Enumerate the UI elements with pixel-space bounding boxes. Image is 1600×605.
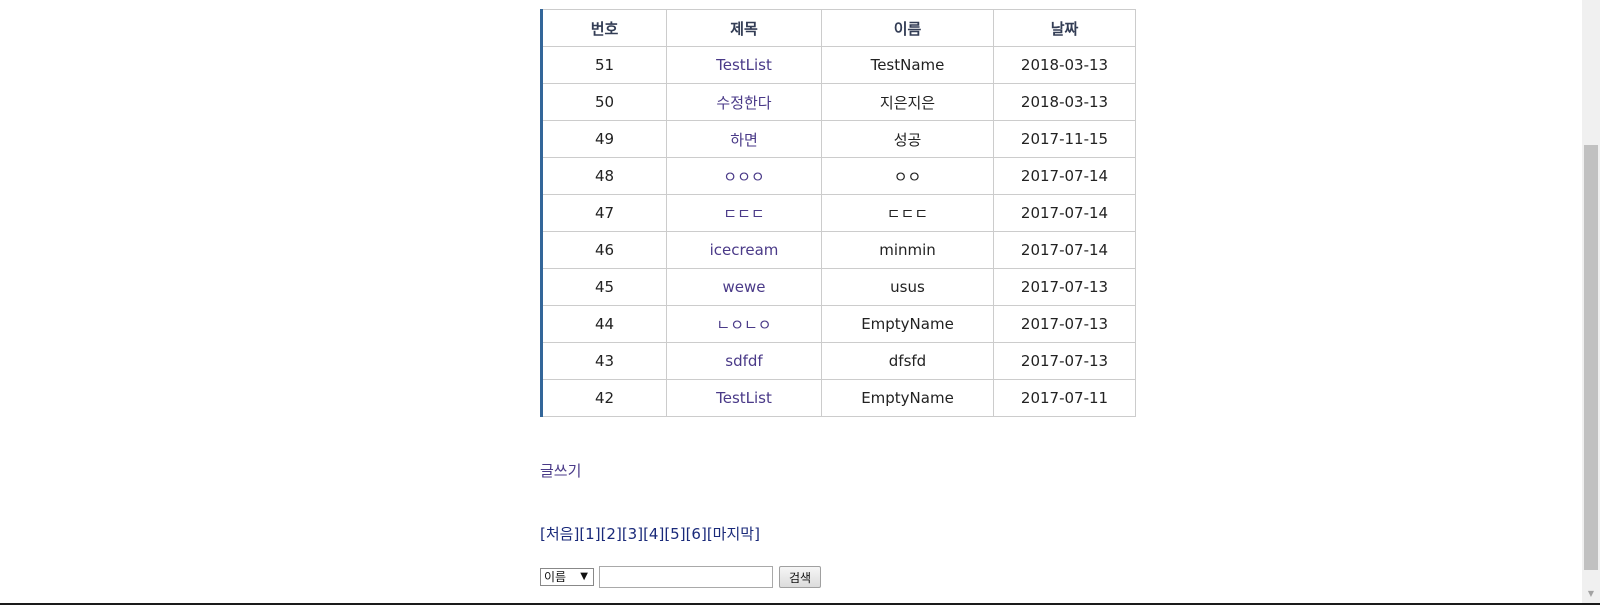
search-form: 이름 ▼ 검색 (540, 565, 821, 589)
post-title-link[interactable]: sdfdf (725, 352, 763, 370)
cell-name: EmptyName (821, 305, 994, 343)
cell-no: 51 (541, 46, 667, 84)
cell-name: 성공 (821, 120, 994, 158)
post-title-link[interactable]: TestList (716, 389, 772, 407)
cell-no: 46 (541, 231, 667, 269)
pager-page-6[interactable]: [6] (685, 525, 707, 543)
table-row: 45 wewe usus 2017-07-13 (541, 268, 1136, 306)
post-title-link[interactable]: ㄷㄷㄷ (723, 204, 765, 223)
table-row: 42 TestList EmptyName 2017-07-11 (541, 379, 1136, 417)
header-date: 날짜 (993, 9, 1136, 47)
post-title-link[interactable]: ㅇㅇㅇ (723, 167, 765, 186)
table-row: 47 ㄷㄷㄷ ㄷㄷㄷ 2017-07-14 (541, 194, 1136, 232)
table-row: 50 수정한다 지은지은 2018-03-13 (541, 83, 1136, 121)
dropdown-arrow-icon: ▼ (580, 571, 588, 582)
cell-no: 48 (541, 157, 667, 195)
cell-date: 2017-07-13 (993, 268, 1136, 306)
scrollbar-thumb[interactable] (1584, 145, 1598, 570)
cell-no: 45 (541, 268, 667, 306)
cell-no: 42 (541, 379, 667, 417)
cell-name: dfsfd (821, 342, 994, 380)
table-row: 49 하면 성공 2017-11-15 (541, 120, 1136, 158)
pager-page-4[interactable]: [4] (643, 525, 665, 543)
post-title-link[interactable]: ㄴㅇㄴㅇ (716, 315, 772, 334)
write-post-link[interactable]: 글쓰기 (540, 462, 582, 480)
cell-name: ㅇㅇ (821, 157, 994, 195)
cell-no: 50 (541, 83, 667, 121)
cell-no: 43 (541, 342, 667, 380)
cell-date: 2017-07-13 (993, 305, 1136, 343)
table-row: 51 TestList TestName 2018-03-13 (541, 46, 1136, 84)
cell-date: 2017-07-13 (993, 342, 1136, 380)
vertical-scrollbar[interactable]: ▼ (1582, 0, 1600, 603)
search-button[interactable]: 검색 (779, 566, 821, 588)
cell-date: 2017-07-11 (993, 379, 1136, 417)
post-title-link[interactable]: TestList (716, 56, 772, 74)
bottom-edge (0, 603, 1600, 605)
post-title-link[interactable]: 수정한다 (716, 93, 772, 112)
cell-date: 2017-07-14 (993, 194, 1136, 232)
header-name: 이름 (821, 9, 994, 47)
cell-no: 47 (541, 194, 667, 232)
cell-date: 2017-07-14 (993, 157, 1136, 195)
search-field-select[interactable]: 이름 ▼ (540, 568, 594, 586)
cell-name: minmin (821, 231, 994, 269)
search-field-selected: 이름 (544, 570, 567, 584)
pager-page-5[interactable]: [5] (664, 525, 686, 543)
cell-date: 2017-07-14 (993, 231, 1136, 269)
cell-no: 49 (541, 120, 667, 158)
cell-date: 2018-03-13 (993, 46, 1136, 84)
table-row: 44 ㄴㅇㄴㅇ EmptyName 2017-07-13 (541, 305, 1136, 343)
header-no: 번호 (541, 9, 667, 47)
cell-date: 2018-03-13 (993, 83, 1136, 121)
cell-date: 2017-11-15 (993, 120, 1136, 158)
cell-name: ㄷㄷㄷ (821, 194, 994, 232)
table-row: 46 icecream minmin 2017-07-14 (541, 231, 1136, 269)
cell-no: 44 (541, 305, 667, 343)
cell-name: usus (821, 268, 994, 306)
pager-first-link[interactable]: [처음] (540, 525, 580, 543)
board-table: 번호 제목 이름 날짜 51 TestList TestName 2018-03… (540, 9, 1136, 417)
scroll-down-arrow-icon[interactable]: ▼ (1587, 589, 1595, 598)
post-title-link[interactable]: icecream (709, 241, 779, 259)
table-row: 43 sdfdf dfsfd 2017-07-13 (541, 342, 1136, 380)
cell-name: TestName (821, 46, 994, 84)
table-row: 48 ㅇㅇㅇ ㅇㅇ 2017-07-14 (541, 157, 1136, 195)
cell-name: EmptyName (821, 379, 994, 417)
search-input[interactable] (599, 566, 773, 588)
header-title: 제목 (666, 9, 822, 47)
post-title-link[interactable]: wewe (722, 278, 766, 296)
cell-name: 지은지은 (821, 83, 994, 121)
table-header-row: 번호 제목 이름 날짜 (541, 9, 1136, 47)
pager-page-2[interactable]: [2] (600, 525, 622, 543)
pager-page-3[interactable]: [3] (621, 525, 644, 543)
post-title-link[interactable]: 하면 (730, 130, 758, 149)
pager-page-1[interactable]: [1] (579, 525, 601, 543)
pagination: [처음][1][2][3][4][5][6][마지막] (540, 523, 760, 544)
pager-last-link[interactable]: [마지막] (706, 525, 760, 543)
